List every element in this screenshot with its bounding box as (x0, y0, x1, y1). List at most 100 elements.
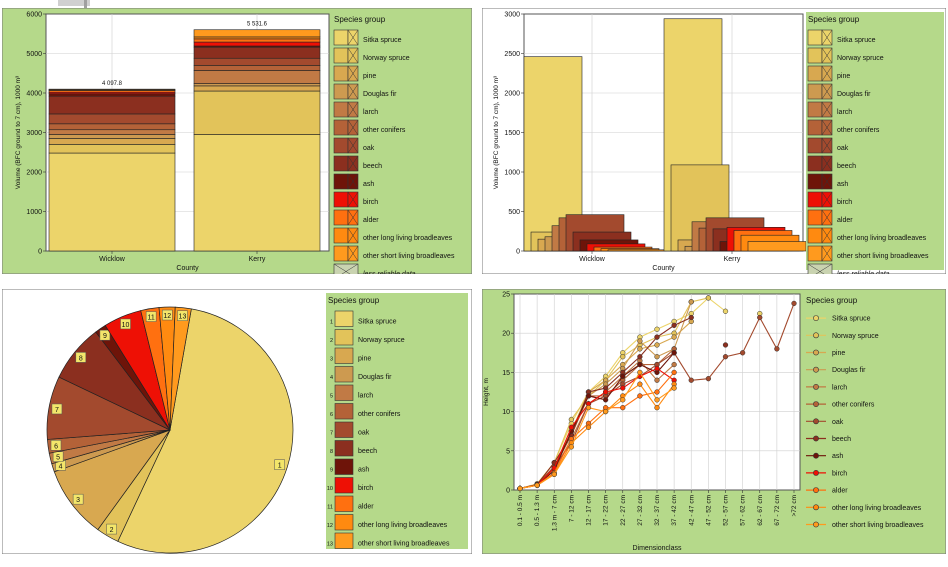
series-point (739, 350, 746, 356)
pie-slice-label: 2 (110, 527, 114, 534)
legend-marker (813, 366, 819, 373)
legend-hatch-line (821, 209, 833, 226)
legend-hatch-line (347, 65, 359, 82)
legend-label: birch (832, 470, 847, 477)
legend-label: alder (832, 488, 848, 495)
legend-marker (813, 469, 819, 476)
bar-total-label: 4 097.8 (102, 81, 123, 87)
legend-label: larch (837, 109, 852, 116)
pie-slice-label: 5 (56, 455, 60, 462)
legend-label: other conifers (358, 411, 401, 418)
series-point (585, 424, 592, 430)
legend-title: Species group (806, 296, 858, 305)
pie-slice-label: 12 (163, 313, 171, 320)
series-line (519, 372, 675, 489)
legend-number: 13 (327, 542, 333, 548)
legend-marker (813, 435, 819, 442)
legend-label: beech (363, 163, 382, 170)
series-point (654, 334, 660, 340)
legend-hatch-line (347, 47, 359, 64)
x-tick-label: Kerry (249, 256, 266, 263)
legend-swatch (333, 101, 349, 118)
legend-swatch (334, 366, 354, 383)
legend-swatch (807, 155, 823, 172)
legend-swatch (333, 155, 349, 172)
bar-segment (48, 88, 176, 91)
series-point (602, 389, 609, 395)
legend-marker (813, 384, 819, 390)
legend-hatch-line (815, 263, 833, 274)
series-point (688, 314, 694, 321)
series-point (654, 389, 660, 395)
x-tick-label: 27 - 32 cm (637, 495, 644, 526)
x-tick-label: 0.5 - 1.3 m (534, 495, 541, 526)
y-tick-label: 4000 (26, 91, 42, 98)
pie-slice-label: 10 (122, 322, 130, 329)
bar-segment (193, 83, 321, 87)
legend-number: 4 (330, 375, 333, 381)
y-tick-label: 2500 (504, 51, 520, 58)
legend-label: other short living broadleaves (363, 253, 455, 260)
bar-segment (48, 95, 176, 115)
pie-slice (117, 308, 294, 554)
pie-label-box (106, 523, 117, 535)
bar-segment (193, 65, 321, 71)
bar-segment (193, 29, 321, 38)
legend-number: 8 (330, 449, 333, 455)
y-tick-label: 1500 (504, 130, 520, 137)
legend-swatch (334, 495, 354, 512)
series-point (620, 397, 626, 403)
series-point (637, 346, 643, 352)
legend-label: birch (837, 199, 852, 206)
y-tick-label: 3000 (26, 130, 42, 137)
x-tick-label: 47 - 52 cm (705, 495, 712, 526)
corner-tick-decoration (84, 0, 87, 12)
x-tick-label: 67 - 72 cm (774, 495, 781, 526)
legend-swatch (807, 191, 823, 208)
series-point (671, 385, 677, 391)
legend-hatch-line (821, 173, 833, 190)
legend-swatch (807, 83, 823, 100)
legend-number: 6 (330, 412, 333, 418)
bar-segment (48, 144, 176, 154)
x-tick-label: 52 - 57 cm (723, 495, 730, 526)
series-point (602, 397, 609, 403)
series-point (791, 300, 797, 307)
series-point (654, 405, 660, 411)
legend-label: Sitka spruce (363, 37, 402, 44)
bar-segment (193, 46, 321, 59)
series-point (671, 322, 677, 329)
legend-number: 11 (327, 505, 333, 511)
legend-label: other long living broadleaves (358, 522, 448, 529)
series-point (602, 408, 609, 415)
legend-swatch (807, 209, 823, 226)
series-point (637, 369, 643, 376)
legend-hatch-line (347, 137, 359, 154)
series-line (519, 367, 675, 489)
series-point (705, 295, 712, 301)
legend-hatch-line (347, 101, 359, 118)
legend-swatch (334, 347, 354, 364)
legend-number: 9 (330, 468, 333, 474)
legend-label: alder (837, 217, 853, 224)
series-point (774, 346, 780, 352)
bar-segment (48, 129, 176, 135)
x-tick-label: 57 - 62 cm (740, 495, 747, 526)
legend-label: ash (358, 467, 369, 474)
legend-hatch-line (821, 101, 833, 118)
legend-swatch (807, 29, 823, 46)
legend-label: Norway spruce (363, 55, 410, 62)
legend-label: pine (832, 350, 845, 357)
series-point (654, 365, 660, 372)
legend-label: other conifers (363, 127, 406, 134)
y-axis-label: Height, m (483, 378, 490, 406)
bar-segment (193, 41, 321, 47)
series-point (705, 376, 712, 382)
legend-label: beech (358, 448, 377, 455)
y-axis-label: Volume (BFC ground to 7 cm), 1000 m³ (15, 75, 22, 189)
legend-hatch-line (347, 245, 359, 262)
legend-hatch-line (347, 155, 359, 172)
bar-segment (48, 152, 176, 252)
pie-slice-label: 7 (55, 407, 59, 414)
y-tick-label: 6000 (26, 12, 42, 19)
